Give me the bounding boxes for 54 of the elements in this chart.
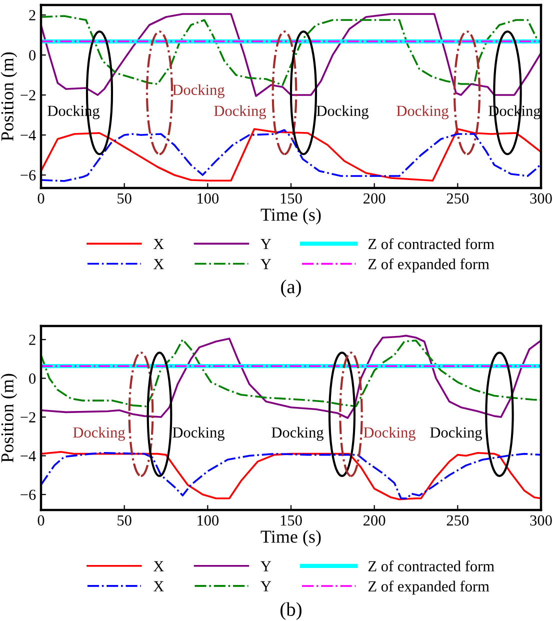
line-series — [41, 334, 541, 419]
y-tick-label: 2 — [29, 10, 36, 20]
x-tick-label: 200 — [364, 193, 386, 204]
y-tick-label: −6 — [20, 170, 36, 180]
y-tick-label: 0 — [29, 373, 36, 384]
y-tick-label: 2 — [29, 334, 36, 345]
x-tick-label: 50 — [118, 515, 132, 526]
x-tick-label: 200 — [364, 515, 386, 526]
annotation: Docking — [316, 105, 369, 120]
y-tick-label: 0 — [29, 50, 36, 60]
legend-label: Z of expanded form — [368, 258, 490, 272]
legend-label: X — [153, 581, 164, 592]
legend-label: Y — [260, 581, 272, 592]
y-axis-title: Position (m) — [0, 374, 18, 462]
text: (b) — [280, 602, 302, 620]
x-tick-label: 300 — [530, 193, 552, 204]
legend-label: X — [153, 561, 164, 572]
annotation: Docking — [73, 426, 126, 441]
x-tick-label: 300 — [530, 515, 552, 526]
legend-label: Z of expanded form — [368, 580, 490, 595]
line-series — [41, 338, 541, 408]
legend-label: X — [153, 239, 164, 250]
x-axis-title: Time (s) — [260, 208, 321, 224]
annotation: Docking — [430, 426, 482, 441]
x-tick-label: 250 — [446, 515, 469, 526]
legend-label: X — [153, 259, 164, 270]
annotation: Docking — [172, 84, 225, 98]
text: (a) — [281, 280, 301, 298]
y-tick-label: −2 — [20, 90, 36, 100]
legend-label: Z of contracted form — [368, 238, 494, 250]
y-tick-label: −2 — [20, 412, 36, 422]
y-tick-label: −4 — [20, 130, 36, 140]
x-tick-label: 150 — [280, 515, 302, 526]
x-tick-label: 100 — [198, 193, 219, 204]
y-tick-label: −6 — [20, 490, 36, 500]
line-series — [41, 13, 541, 97]
annotation: Docking — [364, 426, 416, 441]
x-tick-label: 250 — [446, 193, 469, 204]
x-tick-label: 150 — [280, 193, 302, 204]
y-tick-label: −4 — [20, 451, 36, 462]
x-tick-label: 0 — [38, 515, 44, 526]
legend-label: Y — [260, 561, 272, 572]
annotation: Docking — [272, 426, 324, 441]
x-tick-label: 50 — [118, 193, 132, 204]
annotation: Docking — [396, 105, 449, 120]
legend-label: Z of contracted form — [368, 560, 494, 572]
x-tick-label: 100 — [198, 515, 219, 526]
y-axis-title: Position (m) — [0, 52, 18, 141]
x-tick-label: 0 — [38, 193, 44, 204]
annotation: Docking — [172, 426, 225, 441]
legend-label: Y — [260, 239, 272, 250]
x-axis-title: Time (s) — [260, 530, 321, 546]
legend-label: Y — [260, 259, 272, 270]
annotation: Docking — [214, 105, 266, 120]
